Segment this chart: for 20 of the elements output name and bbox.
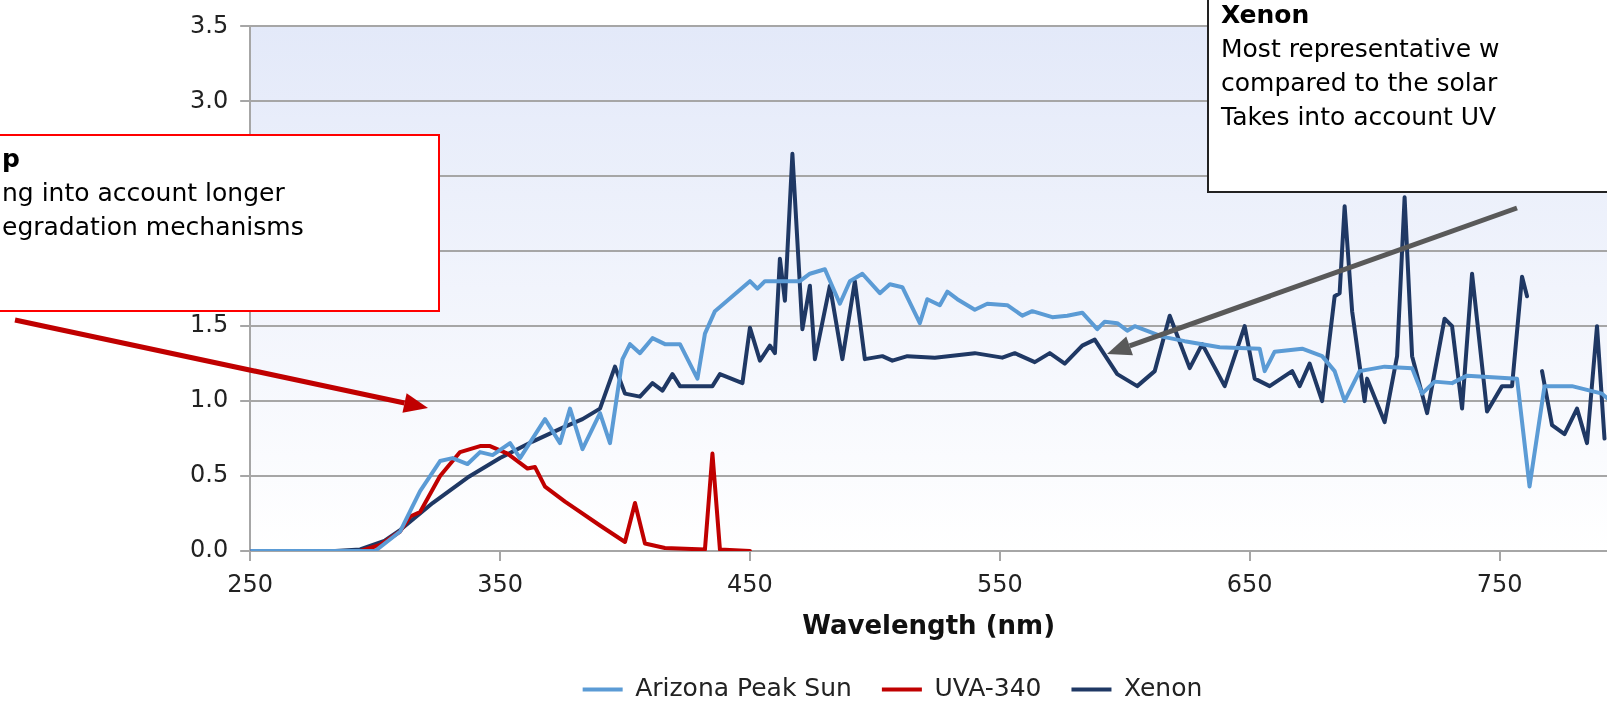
- x-tick-label: 450: [727, 569, 773, 598]
- text-box: Xenon Most representative w compared to the solar Takes into account UV: [1207, 0, 1607, 193]
- y-tick-label: 1.5: [190, 310, 229, 339]
- x-tick-label: 750: [1476, 569, 1523, 598]
- y-tick-label: 3.0: [190, 85, 229, 114]
- y-tick-label: 0.5: [190, 460, 229, 489]
- annotation: Xenon Most representative w compared to the solar Takes into account UV: [1221, 0, 1500, 131]
- y-tick-label: 1.0: [190, 385, 229, 414]
- y-tick-label: 3.5: [190, 10, 229, 39]
- legend-label: UVA-340: [934, 673, 1042, 702]
- x-tick-label: 650: [1226, 569, 1273, 598]
- legend-label: Arizona Peak Sun: [635, 673, 852, 702]
- y-tick-label: 0.0: [190, 535, 229, 564]
- x-tick-label: 250: [227, 569, 274, 598]
- x-tick-label: 550: [976, 569, 1023, 598]
- text-box: p ng into account longer egradation mechanisms: [0, 134, 440, 312]
- annotation: p ng into account longer egradation mechanisms: [2, 144, 304, 241]
- x-axis-title: Wavelength (nm): [802, 610, 1056, 641]
- legend-label: Xenon: [1123, 673, 1203, 702]
- x-tick-label: 350: [477, 569, 523, 598]
